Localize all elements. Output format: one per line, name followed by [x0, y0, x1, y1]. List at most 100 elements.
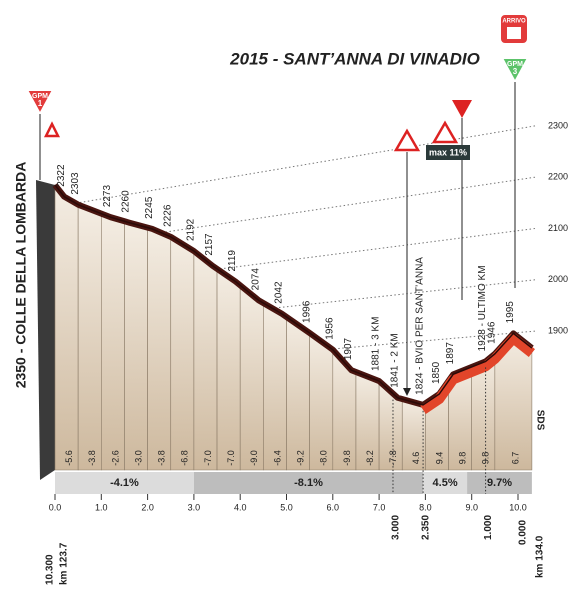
- gradient-label: -3.8: [87, 450, 97, 466]
- gradient-strip: [216, 268, 241, 471]
- gradient-label: -2.6: [110, 450, 120, 466]
- gpm-label: GPM: [32, 93, 48, 100]
- y-tick-label: 2000: [548, 274, 568, 284]
- max-sign: [452, 100, 472, 118]
- x-tick-label: 8.0: [419, 502, 432, 512]
- gpm-sign: [500, 57, 530, 85]
- arrivo-icon: [507, 27, 521, 39]
- gradient-strip: [309, 332, 334, 471]
- elevation-label: 2245: [144, 196, 155, 219]
- gradient-label: -7.8: [388, 450, 398, 466]
- x-tick-label: 2.0: [141, 502, 154, 512]
- sds-label: SDS: [534, 410, 545, 431]
- x-tick-label: 1.0: [95, 502, 108, 512]
- distance-label: 3.000: [391, 515, 402, 540]
- warning-sign: [43, 121, 61, 138]
- gpm-number: 1: [38, 99, 43, 108]
- elevation-label: 1996: [301, 300, 312, 323]
- x-tick-label: 5.0: [280, 502, 293, 512]
- y-tick-label: 2200: [548, 172, 568, 182]
- elevation-label: 1928 - ULTIMO KM: [477, 265, 488, 351]
- finish-km: km 134.0: [535, 535, 546, 578]
- gradient-strip: [54, 184, 79, 471]
- profile-line: [54, 184, 533, 406]
- x-tick-label: 10.0: [509, 502, 527, 512]
- x-tick-label: 6.0: [327, 502, 340, 512]
- elevation-label: 1824 - BVIO PER SANT’ANNA: [415, 257, 426, 395]
- elevation-label: 1897: [445, 342, 456, 365]
- elevation-label: 1841 - 2 KM: [389, 333, 400, 387]
- y-tick-label: 2300: [548, 120, 568, 130]
- sector-label: -4.1%: [110, 477, 139, 489]
- x-tick-label: 9.0: [465, 502, 478, 512]
- sector-band: [467, 472, 532, 494]
- climb-band: [420, 333, 535, 415]
- arrow-head: [403, 388, 411, 396]
- gradient-label: 9.8: [481, 452, 491, 465]
- gradient-label: -9.0: [249, 450, 259, 466]
- gradient-label: 6.7: [511, 452, 521, 465]
- sector-label: 9.7%: [487, 477, 512, 489]
- y-tick-label: 1900: [548, 325, 568, 335]
- arrivo-label: ARRIVO: [502, 19, 526, 25]
- finish-distance: 0.000: [518, 520, 529, 545]
- gradient-label: -9.8: [342, 450, 352, 466]
- elevation-label: 2157: [204, 233, 215, 256]
- elevation-label: 2074: [250, 268, 261, 291]
- gradient-strip: [286, 316, 310, 471]
- x-tick-label: 7.0: [373, 502, 386, 512]
- side: [36, 180, 55, 480]
- elevation-label: 2192: [186, 218, 197, 241]
- chart-title: 2015 - SANT’ANNA DI VINADIO: [229, 49, 480, 68]
- gradient-label: -3.0: [133, 450, 143, 466]
- gradient-label: -8.2: [365, 450, 375, 466]
- elevation-label: 1850: [431, 361, 442, 384]
- elevation-label: 2273: [102, 185, 113, 208]
- warning-sign: [431, 120, 459, 144]
- x-tick-label: 0.0: [49, 502, 62, 512]
- gradient-label: 9.4: [434, 452, 444, 465]
- gpm-number: 3: [513, 67, 518, 76]
- distance-label: 1.000: [483, 515, 494, 540]
- y-tick-label: 2100: [548, 223, 568, 233]
- distance-label: 2.350: [421, 515, 432, 540]
- gradient-label: -6.8: [180, 450, 190, 466]
- gradient-label: 9.8: [458, 452, 468, 465]
- elevation-label: 2226: [162, 204, 173, 227]
- x-tick-label: 3.0: [188, 502, 201, 512]
- gradient-label: -9.2: [295, 450, 305, 466]
- gradient-strip: [170, 236, 195, 471]
- elevation-label: 2322: [56, 164, 67, 187]
- max-label: max 11%: [429, 147, 467, 157]
- gpm-label: GPM: [507, 61, 523, 68]
- start-km: km 123.7: [59, 542, 70, 585]
- gradient-strip: [239, 284, 264, 471]
- sector-band: [193, 472, 424, 494]
- gpm-sign: [25, 89, 55, 117]
- sector-label: -8.1%: [294, 477, 323, 489]
- gradient-label: 4.6: [411, 452, 421, 465]
- profile: -5.6 -3.8 -2.6 -3.0 -3.8 -6.8 -7.0 -7.0 -9.0 -6.4…: [13, 162, 535, 540]
- gradient-label: -6.4: [272, 450, 282, 466]
- gradient-strip: [147, 227, 172, 471]
- gradient-strip: [101, 213, 125, 471]
- sector-band: [55, 472, 194, 494]
- sector-band: [423, 472, 468, 494]
- elevation-label: 1907: [343, 337, 354, 360]
- gradient-label: -7.0: [226, 450, 236, 466]
- gradient-strip: [263, 302, 287, 471]
- gradient-label: -3.8: [157, 450, 167, 466]
- gradient-label: -5.6: [64, 450, 74, 466]
- elevation-label: 1946: [486, 321, 497, 344]
- elevation-label: 1995: [505, 301, 516, 324]
- elevation-label: 1956: [324, 317, 335, 340]
- elevation-label: 2042: [274, 281, 285, 304]
- elevation-label: 1881 - 3 KM: [371, 317, 382, 371]
- elevation-label: 2303: [70, 172, 81, 195]
- gradient-strip: [124, 220, 148, 471]
- start-distance: 10.300: [45, 554, 56, 585]
- sector-label: 4.5%: [433, 477, 458, 489]
- x-tick-label: 4.0: [234, 502, 247, 512]
- gradient-strip: [77, 204, 102, 471]
